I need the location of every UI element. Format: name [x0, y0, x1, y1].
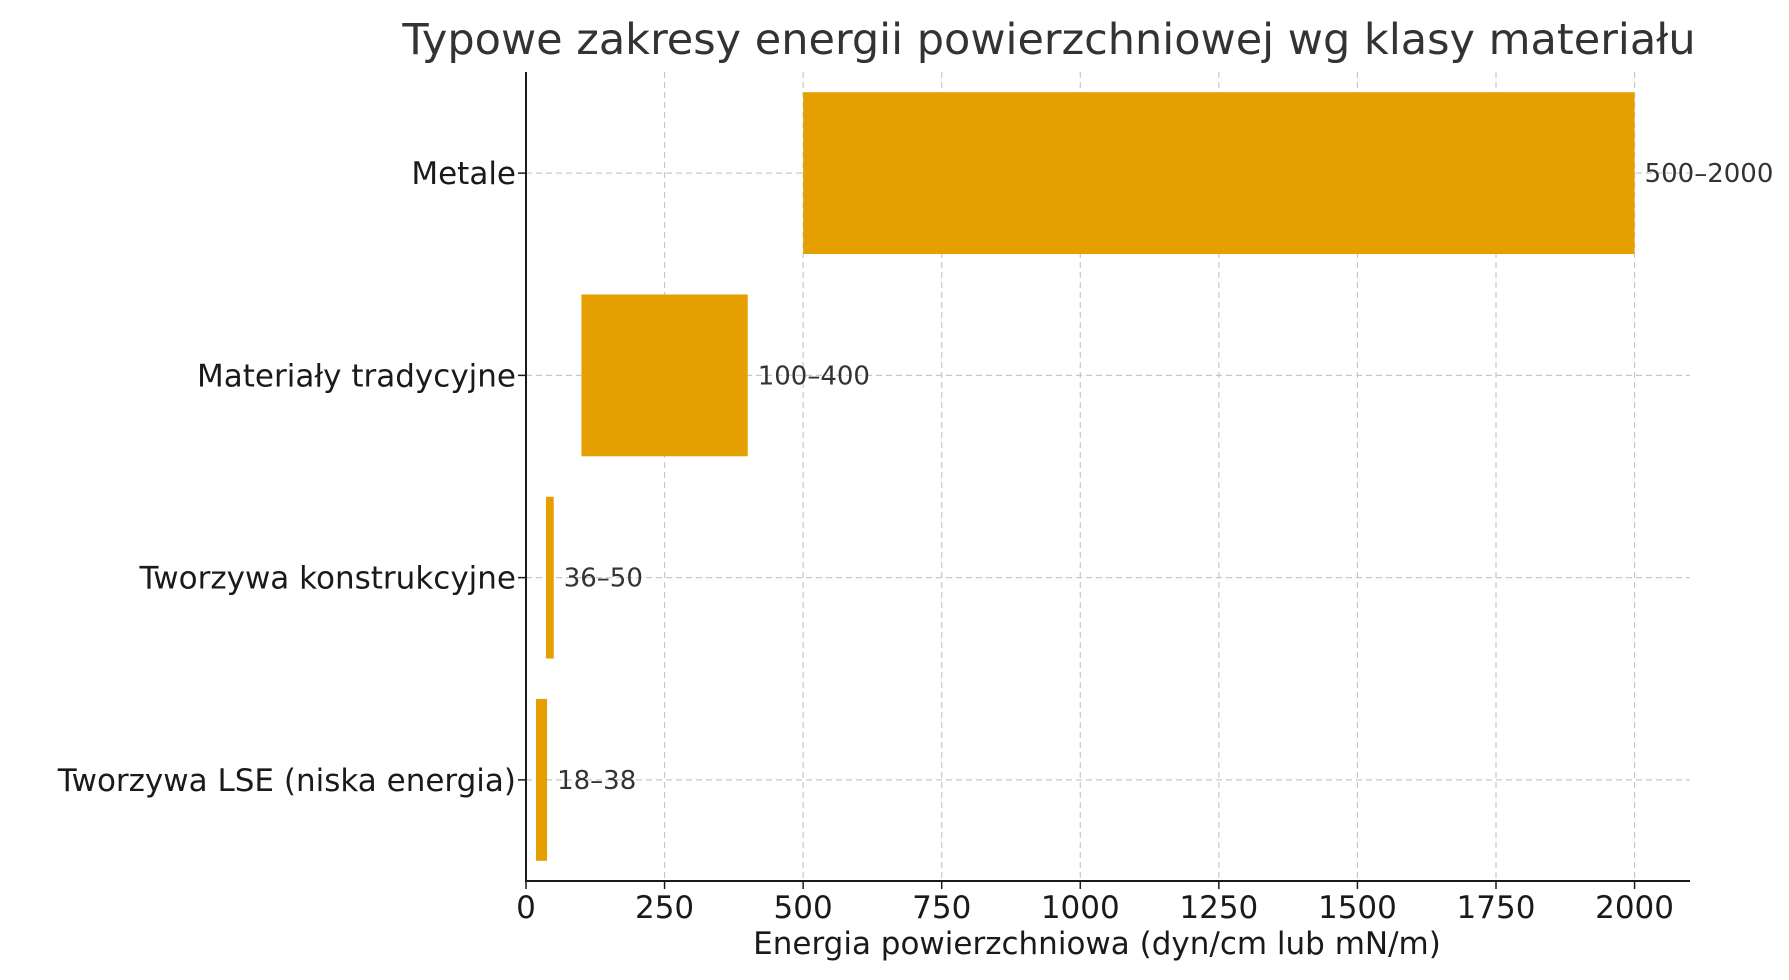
bar-2	[545, 496, 554, 659]
category-label: Tworzywa LSE (niska energia)	[57, 763, 516, 799]
x-tick-label: 1000	[1041, 890, 1120, 926]
bar-layer: 500–2000 100–400 36–50 18–38	[535, 92, 1774, 861]
bar-value-label: 500–2000	[1645, 159, 1774, 189]
bar-1	[581, 294, 748, 457]
x-tick-label: 1500	[1318, 890, 1397, 926]
bar-value-label: 18–38	[557, 766, 636, 796]
category-label: Metale	[411, 156, 516, 192]
bar-value-label: 100–400	[758, 361, 870, 391]
category-label: Tworzywa konstrukcyjne	[138, 561, 516, 597]
x-axis-title: Energia powierzchniowa (dyn/cm lub mN/m)	[753, 926, 1441, 962]
x-tick-label: 2000	[1595, 890, 1674, 926]
axis-layer: Metale Materiały tradycyjne Tworzywa konst…	[57, 72, 1690, 926]
x-tick-label: 250	[635, 890, 694, 926]
x-tick-label: 1750	[1457, 890, 1536, 926]
chart-title: Typowe zakresy energii powierzchniowej w…	[401, 15, 1695, 65]
x-tick-label: 750	[912, 890, 971, 926]
x-tick-label: 1250	[1179, 890, 1258, 926]
x-tick-label: 500	[774, 890, 833, 926]
bar-value-label: 36–50	[564, 564, 643, 594]
x-tick-label: 0	[516, 890, 536, 926]
bar-3	[535, 698, 548, 861]
category-label: Materiały tradycyjne	[197, 358, 516, 394]
bar-0	[803, 92, 1635, 255]
